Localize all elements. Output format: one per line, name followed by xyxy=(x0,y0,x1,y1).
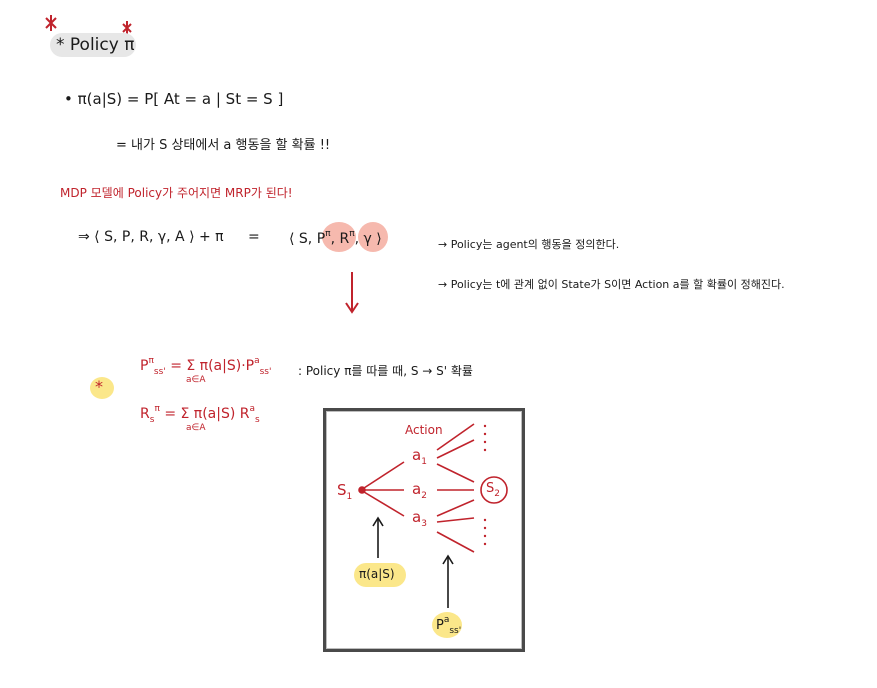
policy-definition: • π(a|S) = P[ At = a | St = S ] xyxy=(64,90,283,108)
title-bullet: * xyxy=(56,35,65,55)
policy-diagram-frame xyxy=(323,408,525,652)
arrow-a1-mid xyxy=(436,439,475,459)
p-rhs-sub: ss' xyxy=(259,367,272,377)
tuple-open: ⟨ S, xyxy=(289,231,313,247)
trans-sub: ss' xyxy=(449,626,462,636)
transition-label: Pass' xyxy=(436,615,461,636)
star-mark: * xyxy=(95,377,103,396)
r-lhs-sub: s xyxy=(149,415,155,425)
sparkle-icon xyxy=(45,15,132,35)
arrow-a1-s2 xyxy=(436,463,475,483)
tuple-comma: , xyxy=(330,231,336,247)
s2-sub: 2 xyxy=(494,489,500,499)
s1-sub: 1 xyxy=(346,492,353,502)
mrp-tuple: ⟨ S, Pπ, Rπ, γ ⟩ xyxy=(289,229,382,247)
s1-text: S xyxy=(337,481,347,499)
definition-bullet: • xyxy=(64,90,73,108)
tuple-r: R xyxy=(339,231,350,247)
action-label: Action xyxy=(405,423,443,437)
policy-label-highlight xyxy=(354,563,406,587)
reward-formula: Rsπ = Σ π(a|S) Ras xyxy=(140,404,260,425)
p-rhs: = Σ π(a|S)·P xyxy=(170,358,255,374)
definition-formula: π(a|S) = P[ At = a | St = S ] xyxy=(77,90,284,108)
a2-text: a xyxy=(412,480,422,498)
tuple-r-sup: π xyxy=(349,229,355,239)
r-highlight xyxy=(358,222,388,252)
arrow-s1-a3 xyxy=(363,491,405,517)
p-lhs: P xyxy=(140,358,149,374)
trans-text: P xyxy=(436,618,444,633)
heading-highlight xyxy=(50,33,136,57)
p-lhs-sup: π xyxy=(148,356,154,366)
a1-text: a xyxy=(412,446,422,464)
transition-label-highlight xyxy=(432,612,462,638)
policy-note-2: → Policy는 t에 관계 없이 State가 S이면 Action a를 … xyxy=(438,278,785,291)
a3-text: a xyxy=(412,508,422,526)
arrow-a1-up xyxy=(436,423,475,451)
r-rhs: = Σ π(a|S) R xyxy=(164,406,250,422)
a2-label: a2 xyxy=(412,480,427,501)
r-rhs-sup: a xyxy=(249,404,256,414)
tuple-close: , γ ⟩ xyxy=(354,231,382,247)
s2-node xyxy=(480,476,508,504)
transition-meaning: : Policy π를 따를 때, S → S' 확률 xyxy=(298,364,473,378)
a3-label: a3 xyxy=(412,508,427,529)
arrow-a3-mid xyxy=(436,517,475,523)
page-title: * Policy π xyxy=(56,35,134,55)
star-highlight xyxy=(90,377,114,399)
policy-label: π(a|S) xyxy=(359,567,395,581)
s2-text: S xyxy=(486,481,495,496)
p-sum-index: a∈A xyxy=(186,375,206,385)
a1-label: a1 xyxy=(412,446,427,467)
p-lhs-sub: ss' xyxy=(153,367,166,377)
a1-sub: 1 xyxy=(421,457,427,467)
p-rhs-sup: a xyxy=(254,356,260,366)
equals-sign: = xyxy=(248,229,260,245)
tuple-p-sup: π xyxy=(325,229,331,239)
a3-sub: 3 xyxy=(421,519,427,529)
p-highlight xyxy=(322,222,356,252)
r-rhs-sub: s xyxy=(255,415,260,425)
s2-label: S2 xyxy=(486,481,500,499)
down-arrow-icon xyxy=(345,272,359,314)
r-sum-index: a∈A xyxy=(186,423,206,433)
r-lhs: R xyxy=(140,406,150,422)
arrow-a3-down xyxy=(436,531,475,553)
arrow-s1-a1 xyxy=(363,461,405,489)
tuple-p: P xyxy=(316,231,326,247)
a2-sub: 2 xyxy=(421,491,427,501)
arrow-a3-s2 xyxy=(436,499,475,517)
mdp-lhs: ⇒ ⟨ S, P, R, γ, A ⟩ + π xyxy=(78,229,224,245)
definition-meaning: = 내가 S 상태에서 a 행동을 할 확률 !! xyxy=(116,138,331,153)
transition-formula: Pπss' = Σ π(a|S)·Pass' xyxy=(140,356,271,377)
r-lhs-sup: π xyxy=(154,404,160,414)
policy-note-1: → Policy는 agent의 행동을 정의한다. xyxy=(438,238,620,251)
mdp-note: MDP 모델에 Policy가 주어지면 MRP가 된다! xyxy=(60,186,293,200)
trans-sup: a xyxy=(443,615,450,625)
title-text: Policy π xyxy=(69,35,135,55)
s1-label: S1 xyxy=(337,481,352,502)
